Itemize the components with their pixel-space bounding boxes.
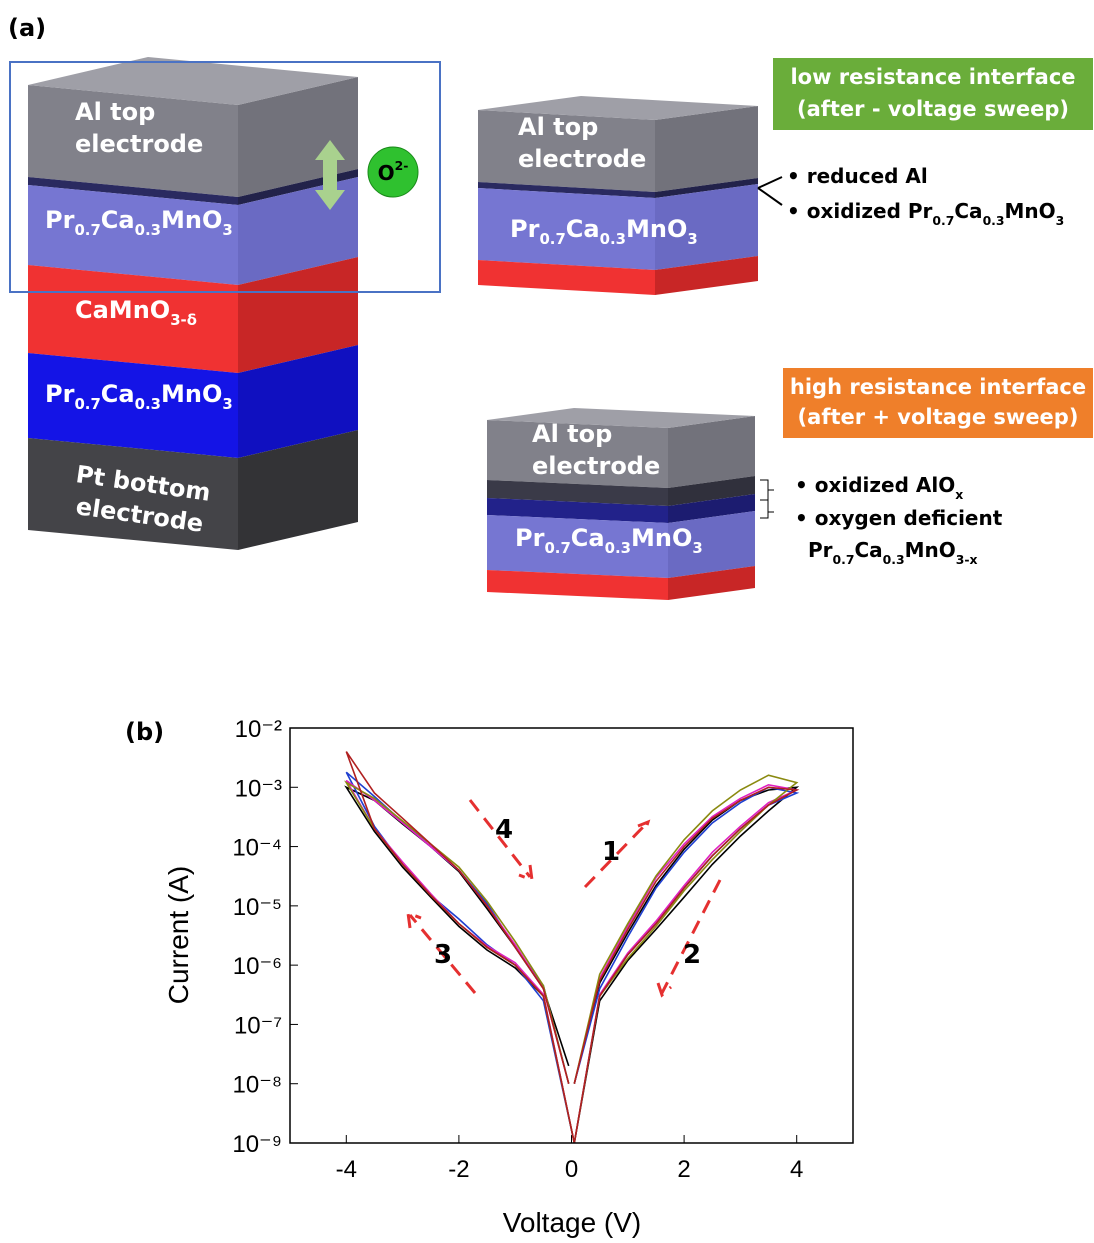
- subscript: 0.3: [135, 221, 161, 239]
- bullet: • oxygen deficient: [795, 506, 1003, 530]
- panel-label: (a): [8, 14, 46, 42]
- iv-curve: [346, 775, 796, 1143]
- text-part: O: [378, 161, 395, 185]
- text-part: Ca: [954, 199, 982, 223]
- text-part: Pr: [515, 524, 545, 552]
- text-part: Ca: [566, 215, 600, 243]
- annotation: 3: [434, 940, 452, 970]
- sweep-arrows: [408, 800, 720, 995]
- annotation: 2: [683, 940, 701, 970]
- subscript: 3: [692, 539, 702, 557]
- y-tick-label: 10⁻⁶: [233, 953, 282, 980]
- text-part: MnO: [631, 524, 692, 552]
- layer-side: [655, 106, 758, 192]
- y-tick-label: 10⁻⁴: [232, 835, 282, 862]
- subscript: 0.7: [74, 221, 100, 239]
- text-part: Ca: [101, 380, 135, 408]
- text-part: Pr: [45, 206, 75, 234]
- figure: (a) O2- Al top electrode Pr0.7Ca0.3MnO3 …: [0, 0, 1094, 1243]
- state-title: high resistance interface: [790, 375, 1086, 399]
- bullet: • reduced Al: [787, 164, 928, 188]
- y-tick-label: 10⁻²: [235, 716, 282, 743]
- pointer: [758, 177, 782, 188]
- sweep-arrow: [658, 880, 720, 995]
- text-part: Ca: [854, 538, 882, 562]
- layer-label: Al top: [518, 113, 598, 141]
- pointer: [758, 188, 782, 205]
- state-title: (after - voltage sweep): [797, 97, 1069, 121]
- layer-side: [668, 416, 755, 488]
- x-tick-label: 4: [790, 1156, 803, 1183]
- subscript: 0.7: [544, 539, 570, 557]
- y-axis-label: Current (A): [163, 866, 194, 1004]
- subscript: 0.3: [983, 213, 1005, 228]
- text-part: MnO: [161, 206, 222, 234]
- x-axis-label: Voltage (V): [503, 1207, 642, 1238]
- subscript: 0.7: [833, 552, 855, 567]
- bullet: Pr0.7Ca0.3MnO3-x: [808, 538, 978, 567]
- subscript: 3-x: [956, 552, 978, 567]
- y-tick-label: 10⁻⁸: [233, 1072, 283, 1099]
- text-part: Ca: [571, 524, 605, 552]
- subscript: x: [955, 487, 963, 502]
- subscript: 0.7: [74, 395, 100, 413]
- subscript: 0.7: [539, 230, 565, 248]
- text-part: MnO: [905, 538, 956, 562]
- text-part: Pr: [808, 538, 833, 562]
- layer-label: electrode: [75, 130, 203, 158]
- x-tick-label: -4: [336, 1156, 357, 1183]
- subscript: 0.3: [883, 552, 905, 567]
- text-part: • oxidized AlO: [795, 473, 955, 497]
- y-tick-label: 10⁻⁹: [232, 1131, 282, 1158]
- bullet: • oxidized Pr0.7Ca0.3MnO3: [787, 199, 1064, 228]
- text-part: Pr: [510, 215, 540, 243]
- y-tick-label: 10⁻³: [235, 775, 282, 802]
- subscript: 0.3: [135, 395, 161, 413]
- state-title: low resistance interface: [790, 65, 1075, 89]
- superscript: 2-: [395, 158, 409, 173]
- layer-label: electrode: [518, 145, 646, 173]
- subscript: 0.3: [605, 539, 631, 557]
- state-title: (after + voltage sweep): [798, 405, 1079, 429]
- x-tick-label: 0: [565, 1156, 578, 1183]
- layer-label: Al top: [532, 420, 612, 448]
- iv-curve: [346, 781, 796, 1144]
- subscript: 3: [687, 230, 697, 248]
- subscript: 0.3: [600, 230, 626, 248]
- layer-label: Al top: [75, 98, 155, 126]
- text-part: CaMnO: [75, 296, 170, 324]
- text-part: MnO: [1005, 199, 1056, 223]
- brace: [760, 480, 774, 518]
- subscript: 0.7: [932, 213, 954, 228]
- panel-label: (b): [125, 718, 164, 746]
- y-tick-label: 10⁻⁷: [234, 1012, 282, 1039]
- text-part: Ca: [101, 206, 135, 234]
- x-tick-label: -2: [448, 1156, 469, 1183]
- plot: -4 -2 0 2 4 10⁻⁹ 10⁻⁸ 10⁻⁷ 10⁻⁶ 10⁻⁵ 10⁻⁴ 10⁻³ 10⁻²: [232, 716, 853, 1183]
- text-part: • oxidized Pr: [787, 199, 933, 223]
- x-tick-label: 2: [677, 1156, 690, 1183]
- annotation: 1: [602, 837, 620, 867]
- text-part: MnO: [161, 380, 222, 408]
- subscript: 3: [1056, 213, 1065, 228]
- subscript: 3-δ: [170, 311, 197, 329]
- text-part: Pr: [45, 380, 75, 408]
- annotation: 4: [495, 815, 513, 845]
- subscript: 3: [222, 395, 232, 413]
- layer-label: electrode: [532, 452, 660, 480]
- text-part: MnO: [626, 215, 687, 243]
- y-tick-label: 10⁻⁵: [233, 894, 282, 921]
- subscript: 3: [222, 221, 232, 239]
- bullet: • oxidized AlOx: [795, 473, 963, 502]
